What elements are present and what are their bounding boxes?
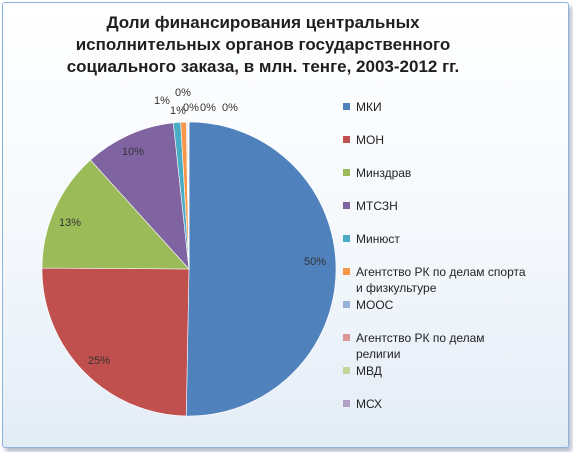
legend-swatch-5 bbox=[343, 235, 350, 242]
legend-item-4: МТСЗН bbox=[343, 198, 526, 214]
pie-slice-1 bbox=[185, 121, 337, 417]
legend-item-10: МСХ bbox=[343, 396, 526, 412]
legend-label-5: Минюст bbox=[356, 232, 400, 246]
legend-label-1: МКИ bbox=[356, 100, 382, 114]
data-label-10: 0% bbox=[222, 102, 238, 114]
legend-item-1: МКИ bbox=[343, 99, 526, 115]
legend-label-3: Минздрав bbox=[356, 166, 412, 180]
data-label-7: 0% bbox=[175, 87, 191, 99]
legend-swatch-10 bbox=[343, 400, 350, 407]
data-label-3: 13% bbox=[59, 217, 81, 229]
legend-swatch-6 bbox=[343, 268, 350, 275]
data-label-4: 10% bbox=[122, 146, 144, 158]
legend-item-9: МВД bbox=[343, 363, 526, 379]
chart-title: Доли финансирования центральных исполнит… bbox=[66, 13, 460, 76]
data-label-8: 0% bbox=[183, 102, 199, 114]
pie-slice-3 bbox=[41, 159, 190, 270]
legend-swatch-1 bbox=[343, 103, 350, 110]
legend-swatch-4 bbox=[343, 202, 350, 209]
data-label-1: 50% bbox=[304, 256, 326, 268]
data-label-9: 0% bbox=[200, 102, 216, 114]
legend-label-8: Агентство РК по делам религии bbox=[356, 331, 485, 361]
legend-item-5: Минюст bbox=[343, 231, 526, 247]
legend-label-9: МВД bbox=[356, 364, 382, 378]
legend-label-2: МОН bbox=[356, 133, 384, 147]
legend-swatch-9 bbox=[343, 367, 350, 374]
legend-swatch-8 bbox=[343, 334, 350, 341]
legend-item-6: Агентство РК по делам спорта и физкульту… bbox=[343, 264, 526, 296]
legend-item-8: Агентство РК по делам религии bbox=[343, 330, 526, 362]
legend-swatch-2 bbox=[343, 136, 350, 143]
legend-label-7: МООС bbox=[356, 298, 394, 312]
pie-slice-4 bbox=[89, 122, 190, 270]
legend-label-10: МСХ bbox=[356, 397, 382, 411]
data-label-6: 1% bbox=[170, 105, 186, 117]
data-label-2: 25% bbox=[88, 355, 110, 367]
legend-label-6: Агентство РК по делам спорта и физкульту… bbox=[356, 265, 526, 295]
legend-item-2: МОН bbox=[343, 132, 526, 148]
pie-slice-2 bbox=[41, 267, 190, 417]
legend-item-7: МООС bbox=[343, 297, 526, 313]
data-label-5: 1% bbox=[154, 95, 170, 107]
chart-frame: Доли финансирования центральных исполнит… bbox=[2, 2, 569, 448]
pie-chart: 50%25%13%10%1%1%0%0% 0% 0% bbox=[41, 87, 337, 417]
legend-swatch-3 bbox=[343, 169, 350, 176]
legend-label-4: МТСЗН bbox=[356, 199, 398, 213]
legend-swatch-7 bbox=[343, 301, 350, 308]
legend-item-3: Минздрав bbox=[343, 165, 526, 181]
